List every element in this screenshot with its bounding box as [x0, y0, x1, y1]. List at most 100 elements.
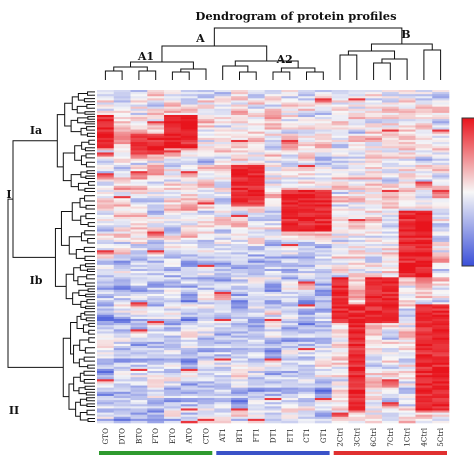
- heatmap-cell: [314, 420, 332, 424]
- heatmap-cell: [415, 179, 433, 182]
- heatmap-cell: [365, 212, 383, 216]
- heatmap-cell: [164, 256, 182, 259]
- heatmap-cell: [331, 408, 349, 411]
- column-label: DTO: [118, 428, 127, 445]
- heatmap-cell: [298, 123, 316, 126]
- heatmap-cell: [331, 94, 349, 97]
- heatmap-cell: [415, 348, 433, 351]
- heatmap-cell: [130, 341, 148, 345]
- heatmap-cell: [331, 144, 349, 147]
- heatmap-cell: [180, 393, 198, 397]
- heatmap-cell: [130, 366, 148, 370]
- heatmap-cell: [348, 370, 366, 374]
- heatmap-cell: [348, 198, 366, 201]
- heatmap-cell: [298, 252, 316, 255]
- heatmap-cell: [197, 177, 215, 180]
- heatmap-cell: [97, 202, 115, 205]
- heatmap-cell: [314, 325, 332, 328]
- heatmap-cell: [264, 154, 282, 157]
- heatmap-cell: [298, 304, 316, 307]
- heatmap-cell: [247, 239, 265, 243]
- heatmap-cell: [214, 293, 232, 297]
- heatmap-cell: [398, 189, 416, 193]
- heatmap-cell: [365, 379, 383, 382]
- heatmap-cell: [281, 160, 299, 164]
- heatmap-cell: [247, 131, 265, 135]
- heatmap-cell: [432, 167, 450, 170]
- heatmap-cell: [164, 254, 182, 257]
- heatmap-cell: [314, 266, 332, 270]
- heatmap-cell: [113, 273, 131, 276]
- heatmap-cell: [381, 246, 400, 249]
- heatmap-cell: [164, 252, 182, 255]
- heatmap-cell: [314, 219, 332, 222]
- heatmap-cell: [331, 177, 349, 180]
- heatmap-cell: [281, 260, 299, 264]
- heatmap-cell: [281, 225, 299, 228]
- heatmap-cell: [231, 139, 249, 143]
- heatmap-cell: [130, 296, 148, 299]
- heatmap-cell: [331, 395, 349, 399]
- heatmap-cell: [164, 150, 182, 153]
- heatmap-cell: [281, 279, 299, 282]
- heatmap-cell: [381, 335, 400, 338]
- heatmap-cell: [381, 395, 400, 399]
- heatmap-cell: [247, 185, 265, 189]
- heatmap-cell: [365, 196, 383, 199]
- heatmap-cell: [130, 181, 148, 184]
- heatmap-cell: [348, 214, 366, 218]
- heatmap-cell: [231, 233, 249, 236]
- heatmap-cell: [180, 350, 198, 353]
- heatmap-cell: [247, 233, 265, 236]
- heatmap-cell: [180, 196, 198, 199]
- heatmap-cell: [381, 90, 400, 93]
- heatmap-cell: [264, 233, 282, 236]
- heatmap-cell: [314, 204, 332, 207]
- heatmap-cell: [365, 114, 383, 118]
- heatmap-cell: [432, 119, 450, 122]
- heatmap-cell: [298, 331, 316, 334]
- heatmap-cell: [415, 420, 433, 424]
- heatmap-cell: [314, 164, 332, 168]
- heatmap-cell: [365, 167, 383, 170]
- heatmap-cell: [348, 356, 366, 359]
- heatmap-cell: [264, 404, 282, 407]
- heatmap-cell: [281, 198, 299, 201]
- heatmap-cell: [180, 117, 198, 120]
- heatmap-cell: [97, 304, 115, 307]
- heatmap-cell: [398, 416, 416, 420]
- heatmap-cell: [432, 191, 450, 195]
- heatmap-cell: [264, 189, 282, 193]
- heatmap-cell: [247, 285, 265, 289]
- heatmap-cell: [432, 212, 450, 216]
- heatmap-cell: [415, 356, 433, 359]
- heatmap-cell: [415, 142, 433, 145]
- heatmap-cell: [264, 316, 282, 320]
- heatmap-cell: [164, 100, 182, 103]
- heatmap-cell: [214, 275, 232, 278]
- heatmap-cell: [180, 273, 198, 276]
- heatmap-cell: [113, 254, 131, 257]
- heatmap-cell: [113, 300, 131, 303]
- heatmap-cell: [231, 296, 249, 299]
- heatmap-cell: [281, 179, 299, 182]
- heatmap-cell: [97, 150, 115, 153]
- heatmap-cell: [180, 223, 198, 226]
- heatmap-cell: [97, 106, 115, 110]
- heatmap-cell: [348, 352, 366, 355]
- heatmap-cell: [197, 108, 215, 112]
- heatmap-cell: [381, 231, 400, 234]
- heatmap-cell: [113, 185, 131, 189]
- heatmap-cell: [381, 373, 400, 376]
- heatmap-cell: [398, 385, 416, 388]
- heatmap-cell: [231, 241, 249, 245]
- heatmap-cell: [432, 231, 450, 234]
- heatmap-cell: [197, 271, 215, 274]
- heatmap-cell: [348, 273, 366, 276]
- column-label: BTO: [134, 428, 143, 444]
- heatmap-cell: [381, 268, 400, 272]
- heatmap-cell: [180, 189, 198, 193]
- heatmap-cell: [348, 231, 366, 234]
- heatmap-cell: [398, 198, 416, 201]
- heatmap-cell: [314, 321, 332, 324]
